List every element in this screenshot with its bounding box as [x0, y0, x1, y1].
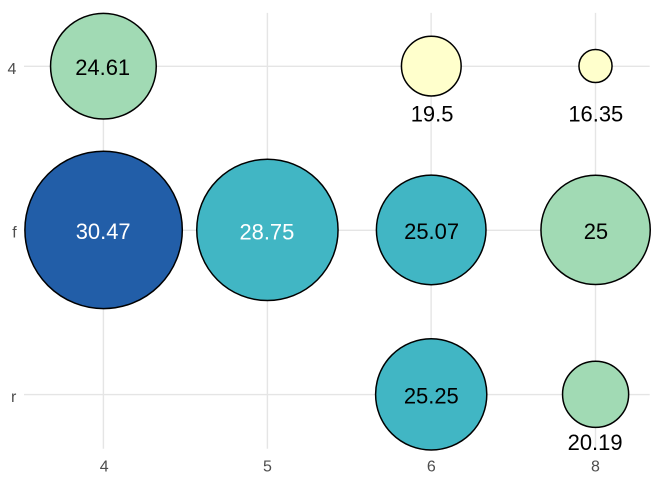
svg-text:25.07: 25.07: [404, 219, 459, 244]
svg-text:25: 25: [584, 219, 608, 244]
svg-text:28.75: 28.75: [239, 219, 294, 244]
svg-text:25.25: 25.25: [404, 384, 459, 409]
svg-text:20.19: 20.19: [568, 430, 623, 455]
svg-text:f: f: [12, 225, 17, 242]
svg-text:19.5: 19.5: [411, 101, 454, 126]
svg-text:4: 4: [100, 459, 109, 476]
svg-text:16.35: 16.35: [568, 101, 623, 126]
svg-text:5: 5: [263, 459, 272, 476]
svg-text:24.61: 24.61: [75, 55, 130, 80]
svg-text:4: 4: [7, 61, 16, 78]
svg-text:30.47: 30.47: [76, 219, 131, 244]
svg-text:r: r: [11, 389, 17, 406]
svg-text:6: 6: [427, 459, 436, 476]
svg-text:8: 8: [591, 459, 600, 476]
